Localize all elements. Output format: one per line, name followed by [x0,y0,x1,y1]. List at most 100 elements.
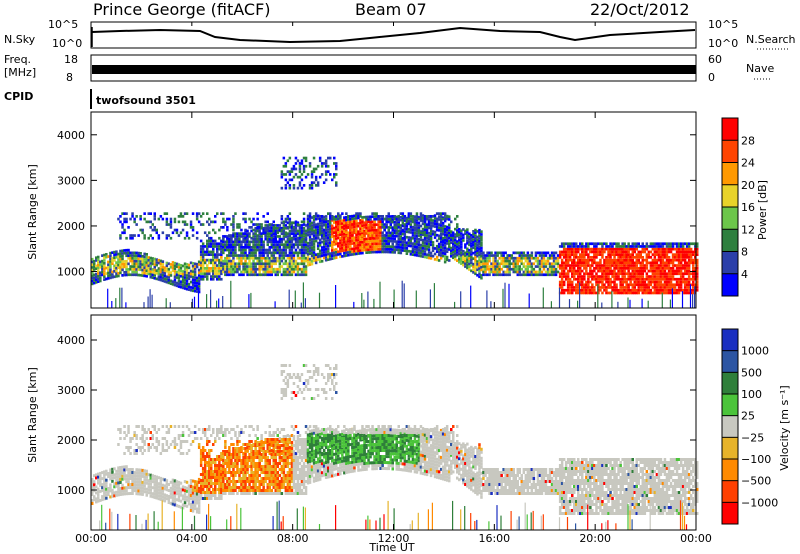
power-cell [464,246,467,249]
power-streak [393,289,395,308]
velocity-cell [181,425,185,428]
power-cell [278,243,282,246]
power-cell [171,261,175,264]
power-cell [530,265,534,268]
power-cell [248,262,251,266]
power-cell [464,265,467,268]
power-cell [343,254,346,258]
power-cell [141,263,144,266]
power-cell [159,273,163,276]
velocity-cell [169,489,173,493]
power-cell [591,258,594,262]
power-cell [177,263,181,266]
power-cell [367,234,370,237]
power-cell [260,251,263,255]
power-cell [566,242,570,246]
power-cell [333,251,336,254]
power-cell [619,291,622,295]
power-cell [335,167,338,171]
power-cell [433,214,437,217]
power-cell [411,228,415,232]
power-cell [351,253,354,256]
power-cell [365,232,368,235]
power-cell [201,223,205,226]
velocity-cell [163,499,167,503]
power-cell [651,258,655,262]
power-cell [524,254,528,257]
velocity-cell [103,488,106,492]
power-cell [199,250,203,254]
velocity-cell [179,493,183,497]
power-cell [373,248,376,251]
power-cell [671,264,675,267]
power-cell [318,156,322,160]
velocity-cell [121,486,124,490]
power-cell [696,264,699,267]
y-tick-label: 3000 [57,174,85,187]
power-cell [290,262,294,266]
power-cell [573,247,576,251]
power-cell [413,226,417,229]
power-cell [250,265,253,268]
power-cell [183,265,187,268]
power-cell [411,220,415,224]
power-cell [544,270,548,274]
velocity-cell [147,479,150,483]
power-cell [663,280,667,284]
power-cell [687,280,691,284]
power-cell [439,218,443,222]
power-cell [534,270,538,274]
power-cell [274,236,277,240]
power-cell [351,247,354,251]
power-cell [601,269,604,273]
power-cell [478,264,481,268]
power-cell [280,186,284,190]
power-cell [583,277,586,281]
power-cell [397,232,400,235]
velocity-cell [105,490,108,494]
power-cell [657,288,661,292]
power-cell [445,250,449,253]
power-cell [339,249,342,253]
power-cell [528,256,532,260]
power-cell [421,227,425,231]
power-cell [480,238,483,242]
power-cell [300,229,304,233]
power-cell [452,236,455,240]
power-cell [258,223,261,226]
date-title: 22/Oct/2012 [590,0,690,19]
power-cell [591,264,594,267]
power-cell [375,215,378,218]
power-cell [607,269,610,273]
power-cell [687,277,691,281]
power-cell [468,268,471,271]
power-cell [417,251,421,255]
power-cell [657,247,661,251]
power-cell [169,282,173,285]
power-cell [214,264,217,267]
power-cell [193,267,197,271]
power-cell [316,255,320,259]
power-cell [304,236,308,240]
power-cell [316,217,320,220]
power-cell [383,242,386,246]
power-cell [363,226,366,229]
power-cell [206,258,209,262]
power-cell [685,250,689,254]
power-cell [583,247,586,251]
power-cell [601,286,604,289]
power-cell [353,241,356,245]
power-cell [470,236,473,240]
power-cell [429,232,433,236]
power-cell [252,217,255,221]
power-cell [659,258,663,262]
power-cell [627,258,630,262]
power-cell [266,256,269,260]
power-cell [181,270,185,273]
power-cell [450,252,453,255]
power-cell [671,258,675,262]
power-cell [472,232,475,236]
velocity-cell [97,496,100,500]
power-cell [681,291,685,295]
power-cell [589,291,592,295]
